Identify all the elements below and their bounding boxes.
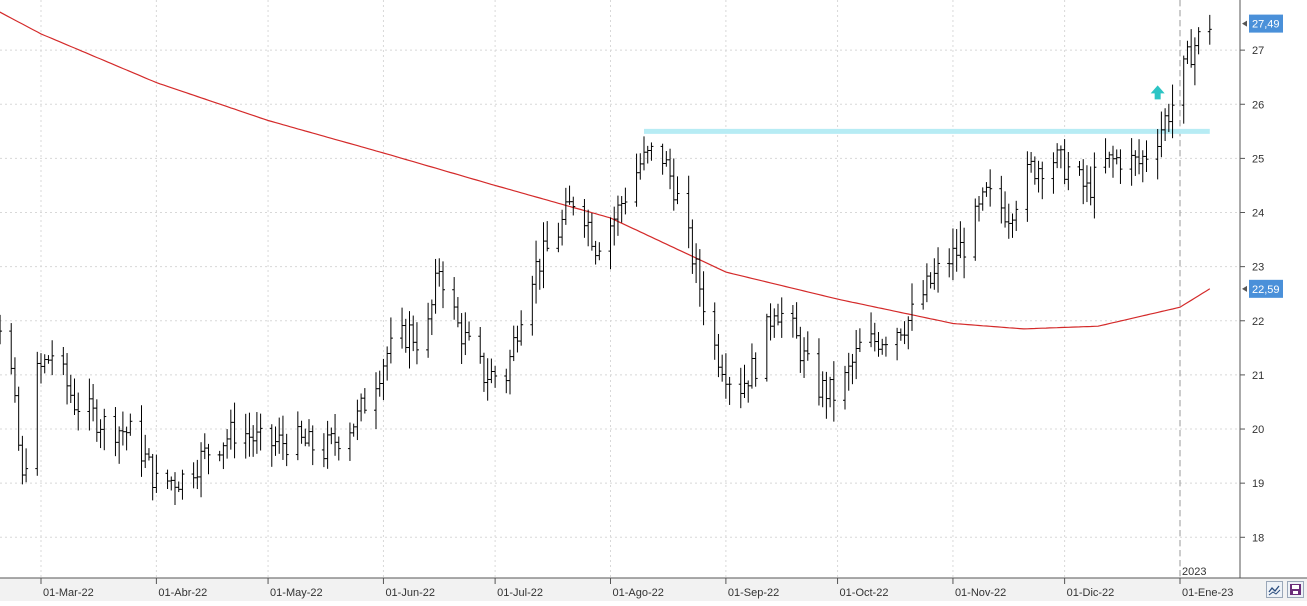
y-tick-label: 24: [1252, 208, 1264, 220]
x-tick-label: 01-Jul-22: [497, 587, 543, 599]
x-tick-label: 01-Oct-22: [840, 587, 889, 599]
zigzag-chart-icon[interactable]: [1266, 581, 1283, 598]
y-tick-label: 27: [1252, 45, 1264, 57]
y-tick-label: 18: [1252, 532, 1264, 544]
x-tick-label: 01-Ene-23: [1182, 587, 1233, 599]
y-tick-label: 25: [1252, 153, 1264, 165]
moving-average-label-pointer: [1242, 285, 1247, 292]
last-price-label: 27,49: [1252, 19, 1280, 31]
x-tick-label: 01-Abr-22: [158, 587, 207, 599]
save-disk-icon[interactable]: [1287, 581, 1304, 598]
x-axis-area: [0, 578, 1307, 601]
y-tick-label: 20: [1252, 424, 1264, 436]
x-tick-label: 01-May-22: [270, 587, 323, 599]
x-tick-label: 01-Dic-22: [1067, 587, 1115, 599]
moving-average-label-box: [1249, 279, 1283, 298]
x-tick-label: 01-Sep-22: [728, 587, 779, 599]
x-tick-label: 01-Jun-22: [385, 587, 435, 599]
y-tick-label: 22: [1252, 316, 1264, 328]
last-price-label-pointer: [1242, 20, 1247, 27]
x-tick-label: 01-Mar-22: [43, 587, 94, 599]
year-marker-label: 2023: [1182, 566, 1206, 578]
last-price-label-box: [1249, 14, 1283, 33]
y-tick-label: 23: [1252, 262, 1264, 274]
y-tick-label: 26: [1252, 99, 1264, 111]
y-tick-label: 19: [1252, 478, 1264, 490]
x-tick-label: 01-Ago-22: [613, 587, 664, 599]
x-tick-label: 01-Nov-22: [955, 587, 1006, 599]
breakout-arrow-icon: [1150, 85, 1165, 100]
y-tick-label: 21: [1252, 370, 1264, 382]
moving-average-label: 22,59: [1252, 284, 1280, 296]
